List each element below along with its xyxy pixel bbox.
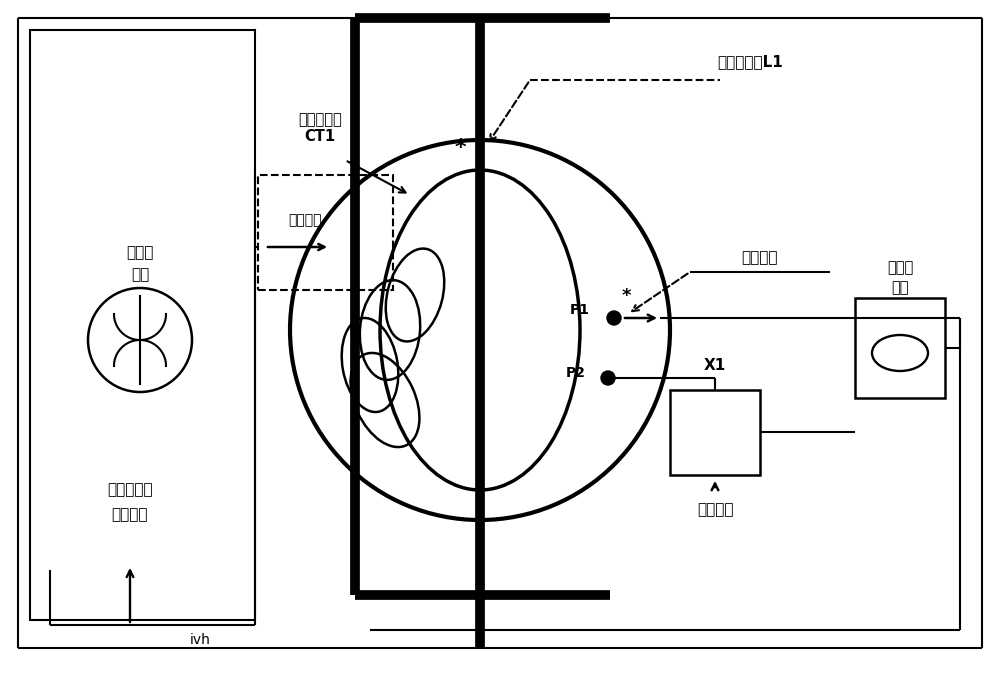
Text: 电流传: 电流传	[887, 260, 913, 275]
Bar	[670, 390, 760, 475]
Bar	[855, 298, 945, 398]
Text: *: *	[621, 287, 631, 305]
Text: 流源: 流源	[131, 267, 149, 283]
Text: 谐波电: 谐波电	[126, 246, 154, 260]
Text: *: *	[454, 138, 466, 158]
Text: 互感器开路: 互感器开路	[107, 483, 153, 497]
Text: 谐波电流: 谐波电流	[288, 213, 322, 227]
Text: P2: P2	[566, 366, 586, 380]
Text: ivh: ivh	[190, 633, 210, 647]
Text: P1: P1	[570, 303, 590, 317]
Text: 判断装置: 判断装置	[112, 507, 148, 522]
Text: 二次输出: 二次输出	[742, 250, 778, 266]
Bar	[258, 175, 393, 290]
Circle shape	[601, 371, 615, 385]
Text: 穿心互感器
CT1: 穿心互感器 CT1	[298, 112, 342, 144]
Text: 其它负载: 其它负载	[697, 503, 733, 518]
Bar	[30, 30, 255, 620]
Circle shape	[607, 311, 621, 325]
Text: 一次载流体L1: 一次载流体L1	[717, 55, 783, 69]
Text: X1: X1	[704, 357, 726, 372]
Text: 感器: 感器	[891, 281, 909, 295]
